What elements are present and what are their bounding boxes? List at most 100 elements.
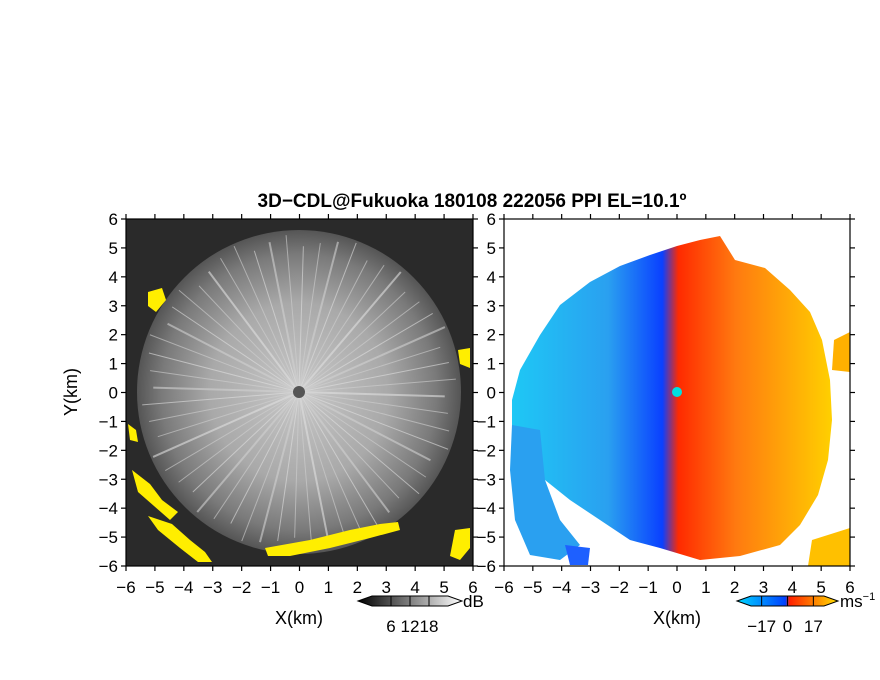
colorbar-tick-label: −17	[747, 617, 776, 636]
velocity-echo-right-edge	[832, 332, 850, 372]
x-tick-label: 0	[672, 578, 681, 597]
y-tick-label: 6	[109, 210, 118, 229]
y-tick-label: 3	[109, 297, 118, 316]
reflectivity-ray	[152, 391, 300, 458]
x-tick-label: −2	[610, 578, 629, 597]
y-tick-label: 6	[487, 210, 496, 229]
reflectivity-ray	[298, 271, 402, 393]
x-tick-label: −5	[145, 578, 164, 597]
reflectivity-ray	[298, 391, 448, 414]
x-tick-label: −6	[494, 578, 513, 597]
reflectivity-ray	[196, 391, 300, 513]
x-tick-label: 4	[788, 578, 797, 597]
colorbar-tick-label: 6	[386, 617, 395, 636]
y-tick-label: −6	[477, 557, 496, 576]
x-tick-label: 1	[324, 578, 333, 597]
reflectivity-ray	[298, 260, 368, 393]
reflectivity-ray	[148, 352, 300, 393]
y-tick-label: −4	[99, 499, 118, 518]
reflectivity-colorbar: 6 12 18 dB	[356, 592, 484, 636]
reflectivity-ray	[298, 264, 385, 393]
reflectivity-ray	[213, 391, 300, 520]
y-tick-label: 4	[487, 268, 496, 287]
y-tick-label: −1	[477, 412, 496, 431]
reflectivity-ray	[253, 250, 300, 393]
y-tick-label: 2	[109, 326, 118, 345]
reflectivity-ray	[165, 391, 300, 471]
y-tick-label: −5	[99, 528, 118, 547]
reflectivity-ray	[298, 391, 345, 534]
reflectivity-ray	[298, 362, 449, 393]
x-tick-label: 5	[816, 578, 825, 597]
colorbar-tick-label: 17	[804, 617, 823, 636]
x-tick-label: 3	[759, 578, 768, 597]
y-tick-label: 0	[487, 384, 496, 403]
reflectivity-ray	[298, 242, 357, 393]
y-tick-label: 2	[487, 326, 496, 345]
colorbar-tick-label: 0	[783, 617, 792, 636]
y-tick-label: −3	[477, 470, 496, 489]
reflectivity-ray	[298, 391, 378, 526]
x-tick-label: 2	[730, 578, 739, 597]
x-tick-label: −3	[203, 578, 222, 597]
x-tick-label: −2	[232, 578, 251, 597]
x-tick-label: 5	[439, 578, 448, 597]
figure-title: 3D−CDL@Fukuoka 180108 222056 PPI EL=10.1…	[258, 191, 687, 212]
right-x-axis-label: X(km)	[653, 608, 701, 628]
reflectivity-rays	[142, 235, 456, 549]
reflectivity-ray	[178, 391, 300, 483]
reflectivity-ray	[149, 391, 300, 422]
reflectivity-ray	[285, 235, 300, 393]
reflectivity-ray	[298, 391, 449, 450]
reflectivity-ray	[298, 391, 400, 499]
x-tick-label: −6	[116, 578, 135, 597]
y-tick-label: −3	[99, 470, 118, 489]
x-tick-label: 1	[701, 578, 710, 597]
reflectivity-ray	[259, 391, 300, 543]
reflectivity-colorbar-unit: dB	[463, 592, 484, 611]
reflectivity-ray	[298, 301, 420, 393]
reflectivity-ray	[298, 241, 339, 393]
reflectivity-ray	[298, 246, 304, 393]
x-tick-label: 0	[295, 578, 304, 597]
radar-origin-marker	[293, 386, 305, 398]
reflectivity-ray	[298, 243, 321, 393]
y-tick-label: −5	[477, 528, 496, 547]
reflectivity-ray	[298, 346, 441, 393]
colorbar-tick-label: 18	[420, 617, 439, 636]
reflectivity-ray	[220, 258, 300, 393]
reflectivity-ray	[298, 391, 427, 478]
y-tick-label: −4	[477, 499, 496, 518]
ground-clutter	[128, 288, 470, 562]
x-tick-label: 3	[382, 578, 391, 597]
reflectivity-ray	[298, 391, 445, 398]
reflectivity-ray	[192, 391, 300, 493]
y-tick-label: 5	[487, 239, 496, 258]
reflectivity-ray	[298, 378, 456, 393]
y-tick-label: 0	[109, 384, 118, 403]
x-tick-label: −1	[261, 578, 280, 597]
reflectivity-ray	[149, 334, 300, 393]
velocity-colorbar-unit-exponent: −1	[863, 591, 876, 603]
reflectivity-ray	[294, 391, 300, 538]
velocity-colorbar-unit: ms−1	[840, 591, 875, 611]
x-tick-label: 6	[468, 578, 477, 597]
x-tick-label: −3	[581, 578, 600, 597]
x-tick-label: −1	[638, 578, 657, 597]
reflectivity-ray	[298, 391, 330, 543]
reflectivity-ray	[298, 391, 391, 513]
y-tick-label: 5	[109, 239, 118, 258]
reflectivity-ray	[277, 391, 300, 541]
y-tick-label: 3	[487, 297, 496, 316]
left-y-axis-label: Y(km)	[61, 368, 81, 416]
reflectivity-ray	[150, 370, 300, 393]
reflectivity-ray	[298, 391, 365, 539]
y-tick-label: 4	[109, 268, 118, 287]
reflectivity-ray	[171, 306, 300, 393]
reflectivity-ray	[298, 326, 446, 393]
reflectivity-ray	[157, 391, 300, 438]
x-tick-label: 6	[845, 578, 854, 597]
